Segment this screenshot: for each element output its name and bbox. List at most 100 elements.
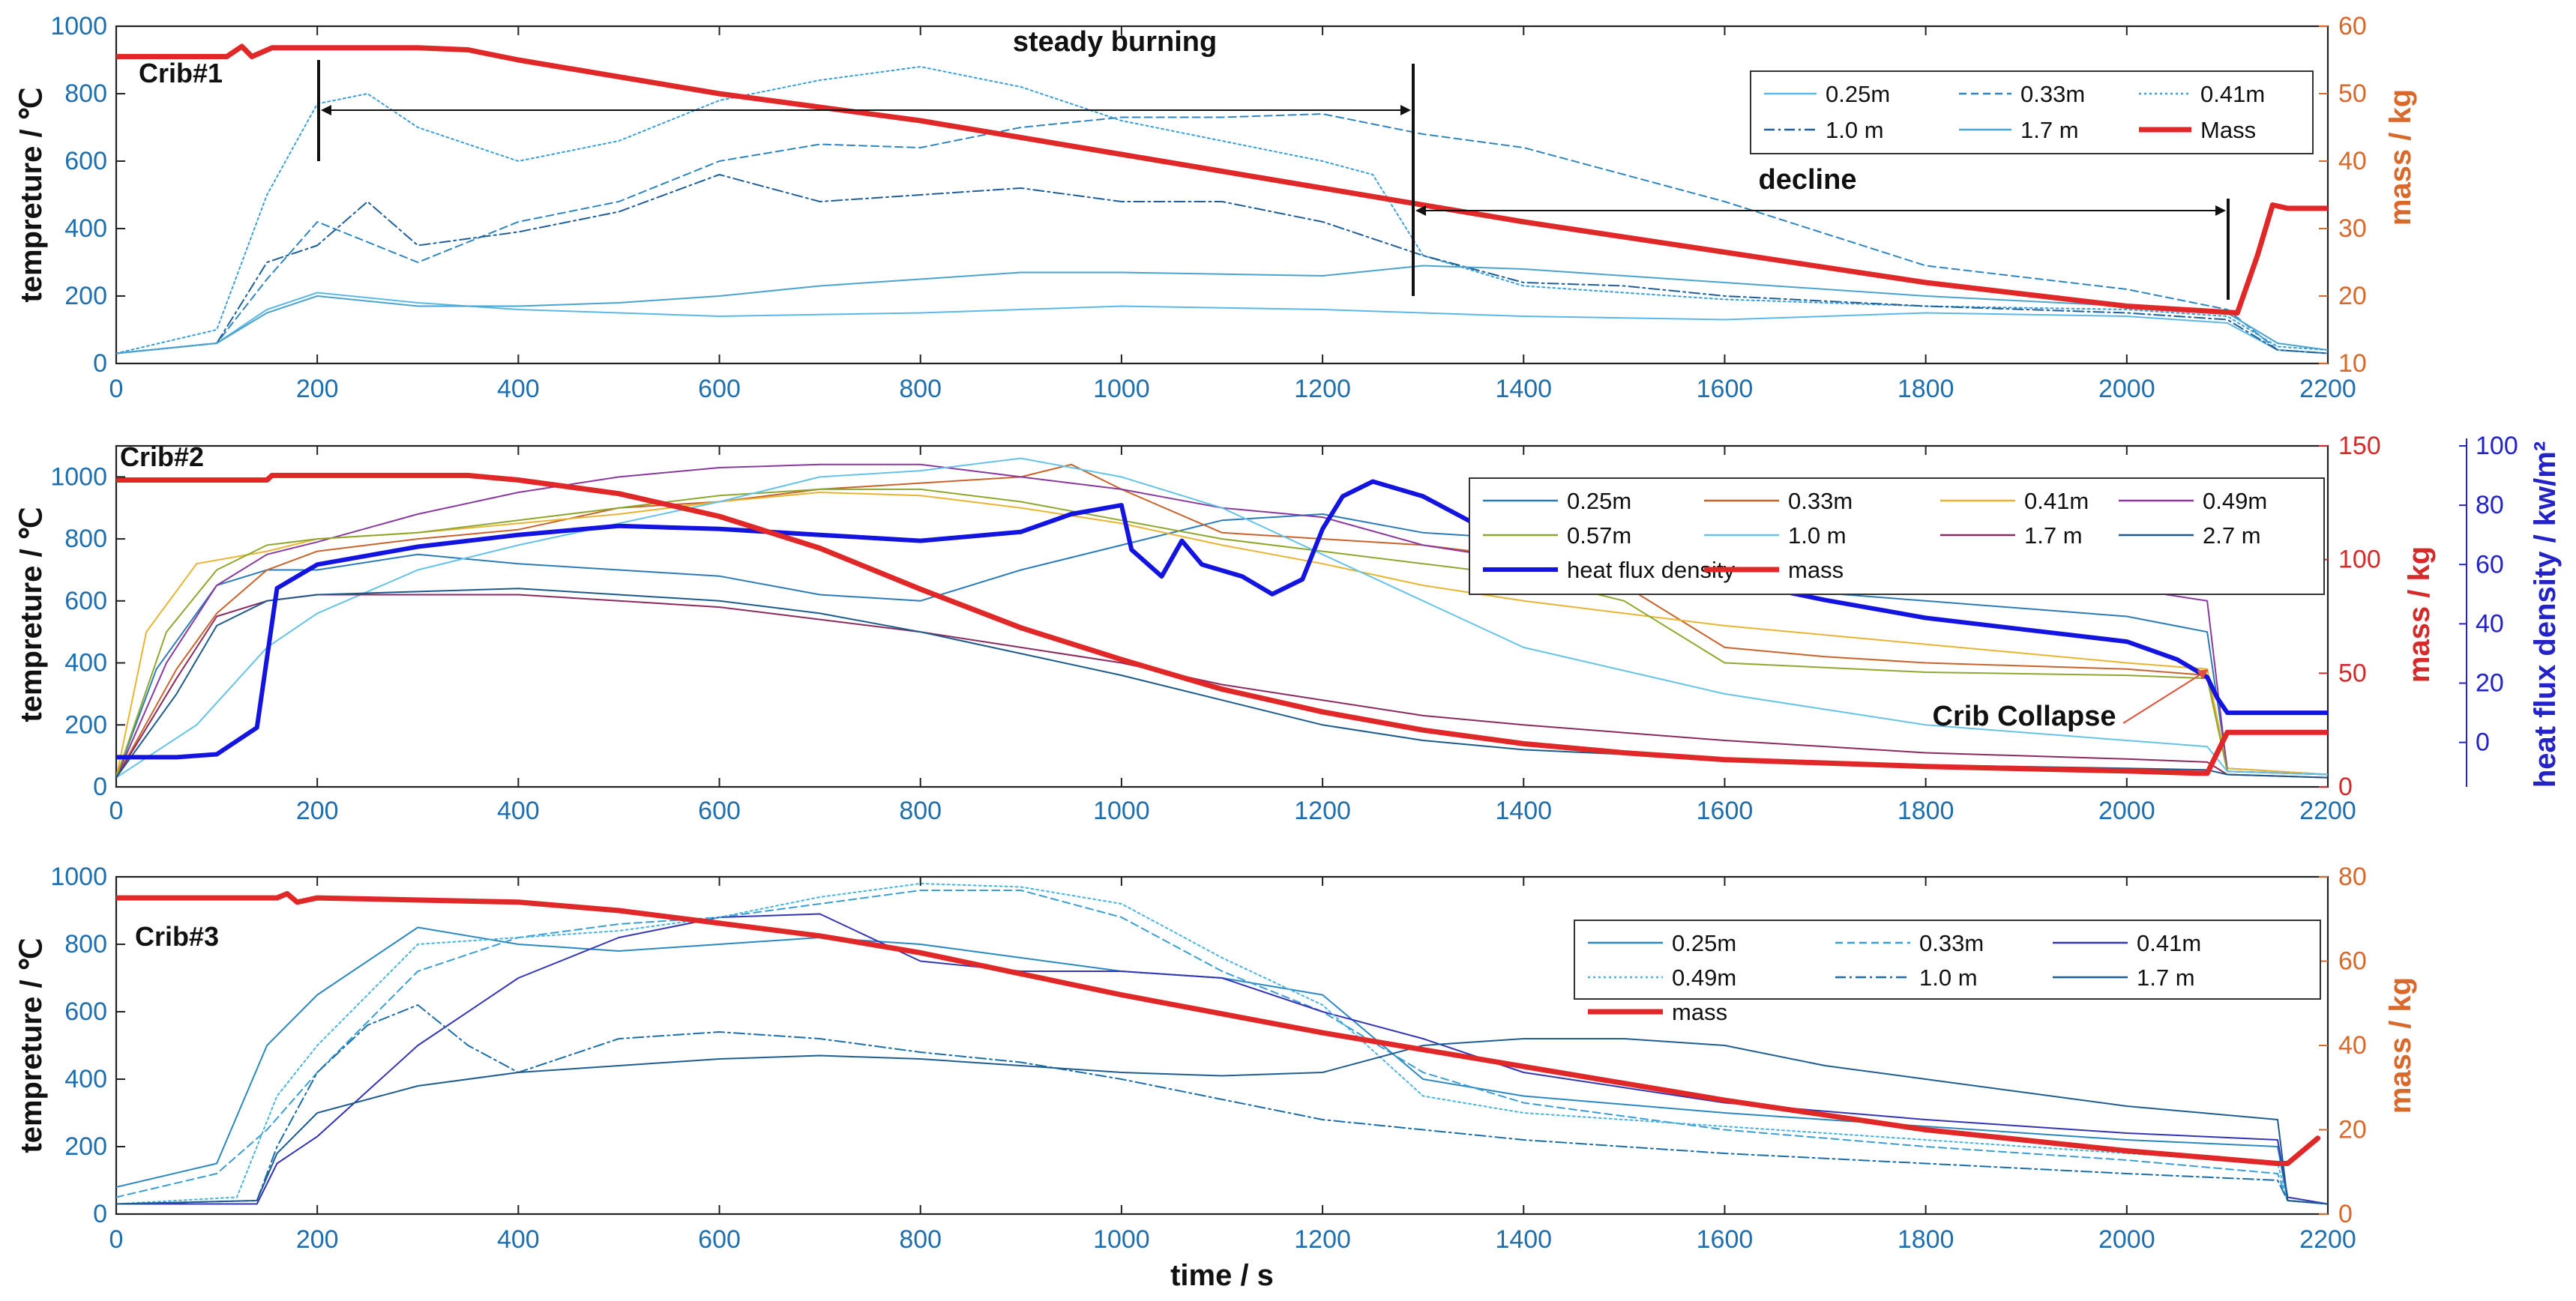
legend-entry-label: 1.7 m: [2137, 965, 2195, 991]
panel1-series-0-33m: [116, 113, 2328, 354]
panel3-series-0-41m: [116, 913, 2328, 1205]
legend-entry-label: 1.0 m: [1919, 965, 1978, 991]
panel3-ytick-right-label: 80: [2338, 863, 2367, 891]
legend-entry-label: 0.57m: [1567, 522, 1631, 549]
panel2-ytick-right-label: 0: [2338, 773, 2353, 801]
panel1-ytick-label: 200: [64, 282, 107, 310]
panel2-xtick-label: 1200: [1294, 797, 1351, 825]
panel2-ytick-right-label: 150: [2338, 432, 2381, 460]
panel3-xtick-label: 1200: [1294, 1225, 1351, 1254]
legend-crib3: 0.25m 0.33m 0.41m 0.49m 1.0 m 1.7 m mass: [1574, 920, 2321, 1025]
panel2-legend-box: [1469, 477, 2325, 595]
panel2-ytick-right2-label: 100: [2476, 432, 2518, 460]
panel1-series-1-0-m: [116, 174, 2328, 354]
panel2-xtick-label: 1400: [1495, 797, 1552, 825]
panel1-xtick-label: 400: [497, 375, 540, 403]
legend-entry-label: 0.49m: [1672, 965, 1736, 991]
panel3-xtick-label: 400: [497, 1225, 540, 1254]
panel3-ytick-label: 0: [93, 1200, 107, 1228]
panel1-xtick-label: 2200: [2299, 375, 2356, 403]
panel3-xtick-label: 1600: [1697, 1225, 1754, 1254]
legend-entry-label: Mass: [2200, 117, 2256, 143]
legend-entry-label: 0.41m: [2200, 81, 2265, 107]
panel1-ytick-right-label: 50: [2338, 79, 2367, 108]
panel-crib1: 0 200 400 600 800 1000 1200 1400 1600 1800 2000 220…: [15, 12, 2417, 403]
panel3-xtick-label: 800: [899, 1225, 942, 1254]
panel3-series-1-0-m: [116, 1004, 2328, 1205]
legend-crib2: 0.25m 0.33m 0.41m 0.49m 0.57m 1.0 m 1.7 m 2.7 m…: [1469, 477, 2325, 595]
steady-burning-label: steady burning: [1013, 26, 1217, 58]
legend-entry-label: 0.41m: [2137, 930, 2201, 956]
panel1-ytick-right-label: 40: [2338, 147, 2367, 175]
panel3-ytick-label: 400: [64, 1065, 107, 1093]
panel1-xtick-label: 1200: [1294, 375, 1351, 403]
panel1-xtick-label: 800: [899, 375, 942, 403]
panel2-xtick-label: 2200: [2299, 797, 2356, 825]
panel-crib3: 0 200 400 600 800 1000 1200 1400 1600 1800 2000 220…: [15, 863, 2417, 1292]
legend-entry-label: 0.49m: [2203, 488, 2267, 514]
panel1-series-mass: [116, 43, 2328, 316]
panel1-xtick-label: 0: [109, 375, 124, 403]
legend-entry-label: 0.25m: [1826, 81, 1890, 107]
panel2-series-heat-flux-density: [116, 479, 2328, 760]
panel3-ytick-right-label: 0: [2338, 1200, 2353, 1228]
panel3-legend-box: [1574, 920, 2321, 1000]
legend-entry-label: 0.41m: [2024, 488, 2089, 514]
legend-entry-label: 0.25m: [1672, 930, 1736, 956]
panel2-ytick-label: 800: [64, 525, 107, 553]
panel2-xtick-label: 400: [497, 797, 540, 825]
panel2-ytick-right-label: 50: [2338, 659, 2367, 687]
panel2-ylabel-right: mass / kg: [2403, 546, 2436, 683]
legend-entry-label: 1.7 m: [2020, 117, 2079, 143]
panel2-series-1-0-m: [116, 457, 2328, 779]
panel2-xtick-label: 800: [899, 797, 942, 825]
panel3-series-1-7-m: [116, 1038, 2328, 1205]
panel2-ylabel-right2: heat flux density / kw/m²: [2529, 441, 2562, 788]
panel1-xtick-label: 1000: [1093, 375, 1150, 403]
panel1-ytick-right-label: 10: [2338, 349, 2367, 378]
panel1-series-0-25m: [116, 292, 2328, 354]
panel1-label: Crib#1: [139, 58, 223, 88]
panel2-ylabel: tempreture / ℃: [15, 507, 48, 722]
crib-collapse-label: Crib Collapse: [1933, 701, 2116, 732]
panel1-xtick-label: 200: [296, 375, 339, 403]
panel3-xtick-label: 0: [109, 1225, 124, 1254]
panel3-xtick-label: 2000: [2098, 1225, 2155, 1254]
panel2-xtick-label: 1800: [1898, 797, 1954, 825]
panel3-ytick-label: 1000: [50, 863, 107, 891]
panel3-xtick-label: 1400: [1495, 1225, 1552, 1254]
panel2-xtick-label: 1000: [1093, 797, 1150, 825]
legend-entry-label: 0.33m: [2020, 81, 2085, 107]
panel1-ytick-label: 400: [64, 214, 107, 243]
panel2-xtick-label: 600: [698, 797, 741, 825]
panel2-ytick-right2-label: 40: [2476, 609, 2504, 638]
panel1-ytick-right-label: 30: [2338, 214, 2367, 243]
panel3-series-0-25m: [116, 926, 2328, 1205]
panel2-ytick-right2-label: 60: [2476, 550, 2504, 579]
panel2-xtick-label: 2000: [2098, 797, 2155, 825]
panel2-series-mass: [116, 472, 2328, 776]
panel3-ytick-label: 200: [64, 1132, 107, 1161]
legend-entry-label: 1.0 m: [1826, 117, 1884, 143]
panel1-frame: [115, 25, 2329, 365]
panel3-xtick-label: 2200: [2299, 1225, 2356, 1254]
panel2-series-0-33m: [116, 463, 2328, 779]
panel2-xtick-label: 1600: [1697, 797, 1754, 825]
legend-entry-label: mass: [1788, 557, 1844, 583]
panel3-ytick-right-label: 20: [2338, 1116, 2367, 1144]
panel3-xtick-label: 1000: [1093, 1225, 1150, 1254]
panel3-xtick-label: 1800: [1898, 1225, 1954, 1254]
panel1-legend-box: [1750, 70, 2314, 154]
panel1-ylabel: tempreture / ℃: [15, 87, 48, 302]
panel2-ytick-right2-label: 20: [2476, 669, 2504, 698]
panel2-ytick-label: 200: [64, 710, 107, 739]
panel2-series-1-7-m: [116, 594, 2328, 779]
panel1-xtick-label: 1800: [1898, 375, 1954, 403]
panel1-series-1-7-m: [116, 265, 2328, 354]
collapse-arrow: [2122, 669, 2209, 724]
panel1-ytick-label: 0: [93, 349, 107, 378]
panel2-ytick-label: 600: [64, 587, 107, 615]
panel1-ytick-label: 800: [64, 79, 107, 108]
legend-entry-label: mass: [1672, 999, 1727, 1025]
panel3-ytick-label: 800: [64, 930, 107, 959]
